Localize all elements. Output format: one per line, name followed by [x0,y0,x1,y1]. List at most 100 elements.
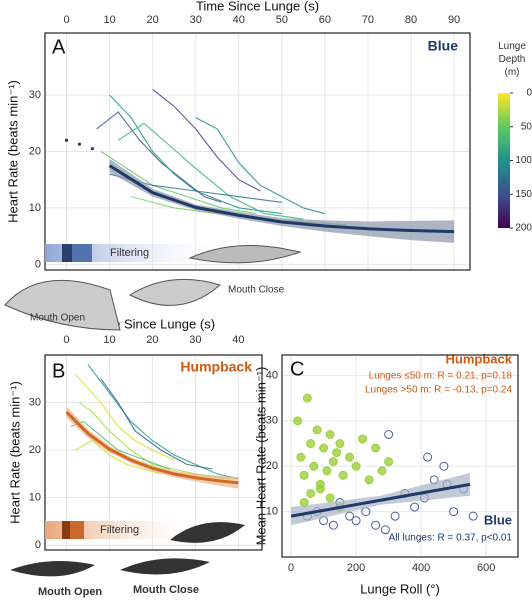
x-tick-label: 20 [146,334,158,346]
point [410,502,420,512]
x-tick-label: 40 [233,14,245,26]
point [312,425,322,435]
x-tick-label: 600 [477,562,495,574]
species-label: Humpback [180,359,252,375]
x-tick-label: 200 [347,562,365,574]
point [384,429,394,439]
x-tick-label: 60 [319,14,331,26]
plot-frame [44,32,471,271]
x-tick-label: 50 [276,14,288,26]
point [299,470,309,480]
plot-background [45,355,262,550]
panel-letter: A [52,36,66,58]
mouth-open-label: Mouth Open [30,313,85,324]
trace [195,117,326,215]
trace [152,88,261,192]
chart-layer: 0 10 20 30 40 50 60 70 80 90 0 10 20 30 Time Since Lun… [5,0,532,596]
panel-letter: C [290,358,304,380]
whale-icon [128,278,222,306]
point [371,443,381,453]
whale-icon [4,279,121,331]
trace [117,122,304,220]
colorbar-tick-label: 200 [515,223,532,234]
mouth-open-label: Mouth Open [38,586,102,598]
x-tick-label: 30 [189,334,201,346]
colorbar-tick-label: 0 [526,88,532,99]
x-tick-label: 70 [362,14,374,26]
x-tick-label: 0 [288,562,294,574]
confidence-band [109,158,455,243]
plot-frame [281,354,519,558]
point [293,416,303,426]
point [377,466,387,476]
x-tick-label: 30 [190,14,202,26]
stat-label: Lunges ≤50 m: R = 0.21, p=0.18 [369,371,513,382]
x-tick-label: 10 [103,14,115,26]
y-tick-label: 10 [29,202,41,214]
point [468,511,478,521]
x-tick-label: 400 [412,562,430,574]
y-tick-label: 40 [266,369,278,381]
stat-label: Lunges >50 m: R = -0.13, p=0.24 [365,385,512,396]
trace [87,364,239,480]
trace [74,373,175,461]
point [322,466,332,476]
y-tick-label: 30 [29,89,41,101]
whale-icon [188,245,302,264]
y-tick-label: 20 [29,444,41,456]
point [390,511,400,521]
fit-line [290,482,471,518]
colorbar [498,93,510,228]
extrapolation-dot [90,147,94,151]
mouth-open-bar [62,521,70,539]
point [309,461,319,471]
trace [96,111,222,203]
point [335,439,345,449]
stat-label: All lunges: R = 0.37, p<0.01 [389,533,513,544]
point [449,507,459,517]
whale-icon [120,558,210,575]
x-tick-label: 20 [147,14,159,26]
y-tick-label: 30 [266,415,278,427]
x-axis-title: Time Since Lunge (s) [92,316,215,331]
colorbar-tick-label: 100 [515,155,532,166]
series-label: Blue [484,512,512,527]
mouth-close-bar [70,521,84,539]
plot-frame [44,354,263,551]
point [325,493,335,503]
x-tick-label: 0 [63,334,69,346]
filtering-label: Filtering [110,247,149,259]
y-tick-label: 20 [29,145,41,157]
extrapolation-dot [64,138,69,142]
fit-line [65,411,239,485]
x-tick-label: 80 [405,14,417,26]
x-tick-label: 10 [103,334,115,346]
y-axis-title: Heart Rate (beats min⁻¹) [7,381,22,524]
y-tick-label: 10 [266,506,278,518]
series-label: Humpback [446,351,513,366]
fit-line [108,164,455,234]
phase-illustration-a: Filtering Mouth Open Mouth Close [4,244,302,331]
point [306,439,316,449]
mouth-close-bar [72,244,92,262]
point [325,429,335,439]
y-tick-label: 20 [266,460,278,472]
point [306,488,316,498]
phase-illustration-b: Filtering Mouth Open Mouth Close [10,521,245,598]
whale-icon [170,522,245,543]
y-axis-title: Heart Rate (beats min⁻¹) [5,80,20,223]
point [296,452,306,462]
species-label: Blue [428,38,459,54]
point [364,475,374,485]
point [371,520,381,530]
filtering-label: Filtering [100,524,139,536]
point [315,479,325,489]
point [351,461,361,471]
point [439,461,449,471]
trace [74,439,162,475]
x-tick-label: 90 [448,14,460,26]
point [345,452,355,462]
trace [79,402,230,480]
point [338,470,348,480]
